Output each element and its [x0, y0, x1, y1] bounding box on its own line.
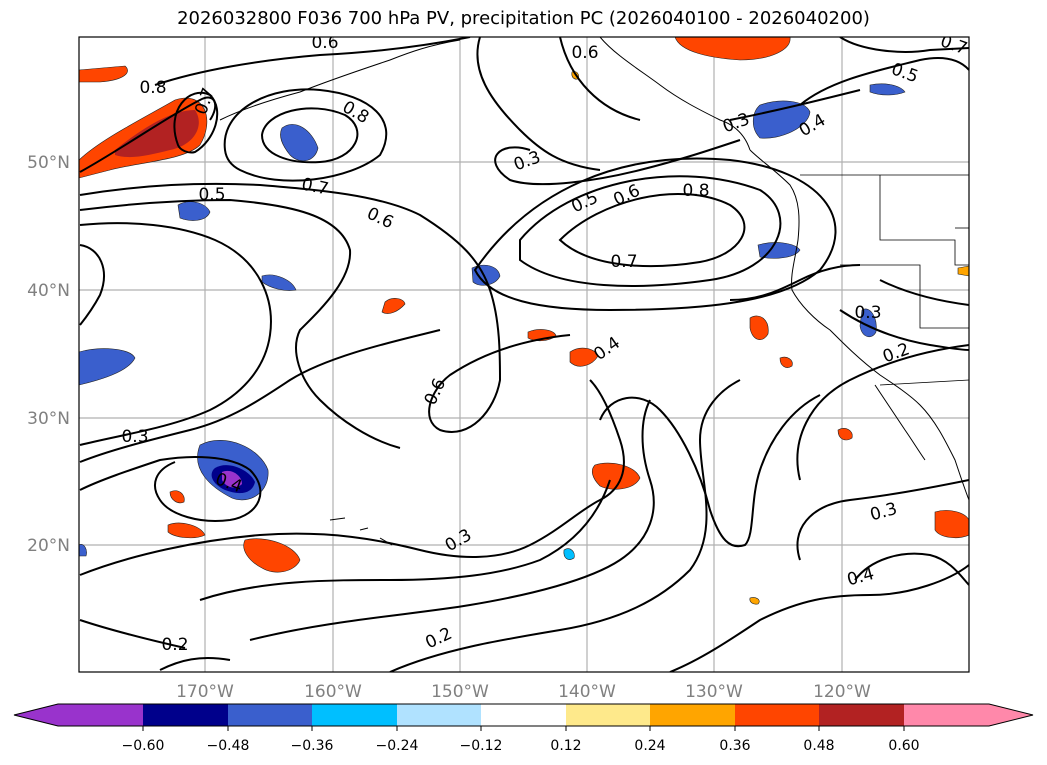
precip-positive-area	[837, 428, 853, 441]
precip-negative-core	[222, 470, 242, 488]
precip-positive-area	[779, 356, 793, 368]
colorbar-tick-label: 0.60	[888, 738, 919, 754]
precip-negative-area	[869, 83, 906, 96]
lon-label: 150°W	[431, 682, 489, 702]
colorbar-segment	[228, 704, 312, 726]
lon-label: 120°W	[813, 682, 871, 702]
gridlines	[79, 37, 969, 672]
colorbar-segment	[481, 704, 566, 726]
contour-label: 0.4	[590, 333, 624, 365]
contour-label: 0.3	[720, 109, 752, 137]
map-frame	[78, 36, 970, 673]
colorbar-tick-label: −0.24	[376, 738, 419, 754]
lat-label: 50°N	[27, 153, 70, 173]
colorbar-outline	[13, 703, 1034, 727]
colorbar-segment	[58, 704, 143, 726]
precip-positive-area	[79, 65, 128, 83]
contour-label: 0.5	[889, 59, 921, 87]
lat-label: 20°N	[27, 536, 70, 556]
colorbar-tick-label: 0.36	[719, 738, 750, 754]
precip-positive-area	[381, 298, 406, 314]
precip-negative-area	[563, 548, 575, 560]
colorbar-segment	[904, 704, 989, 726]
colorbar-tick-label: −0.36	[291, 738, 334, 754]
colorbar-tick-label: 0.12	[550, 738, 581, 754]
contour-label: 0.8	[682, 181, 709, 201]
colorbar-segment	[143, 704, 228, 726]
lat-label: 30°N	[27, 409, 70, 429]
colorbar-tick-label: −0.12	[460, 738, 503, 754]
colorbar-low-extend	[14, 704, 58, 726]
precip-positive-area	[169, 490, 185, 504]
colorbar-segment	[312, 704, 397, 726]
contour-label: 0.2	[161, 635, 188, 655]
precip-negative-area	[471, 264, 501, 286]
precip-positive-area	[243, 538, 301, 573]
colorbar-segment	[735, 704, 819, 726]
precip-negative-area	[280, 124, 319, 162]
colorbar-segment	[650, 704, 735, 726]
precip-negative-area	[752, 100, 811, 139]
precip-anomaly-fills	[79, 37, 969, 605]
political-borders	[800, 174, 969, 386]
contour-label: 0.3	[442, 525, 475, 556]
contour-label: 0.3	[868, 499, 899, 525]
colorbar-tick-label: 0.24	[634, 738, 665, 754]
longitude-labels: 170°W 160°W 150°W 140°W 130°W 120°W	[176, 682, 871, 702]
precip-positive-area	[749, 315, 769, 340]
contour-label: 0.7	[300, 175, 331, 200]
precip-negative-area	[79, 348, 136, 386]
precip-positive-area	[674, 37, 791, 61]
coastlines	[219, 37, 969, 546]
precip-positive-area	[167, 522, 206, 539]
contour-label: 0.7	[938, 31, 970, 59]
precip-negative-area	[79, 544, 87, 557]
contour-label: 0.8	[339, 97, 372, 128]
contour-label: 0.6	[311, 33, 338, 53]
contour-label: 0.5	[568, 188, 601, 218]
contour-label: 0.6	[571, 43, 598, 63]
precip-positive-area	[591, 462, 641, 490]
precip-positive-area	[934, 510, 969, 539]
lat-label: 40°N	[27, 281, 70, 301]
lon-label: 160°W	[304, 682, 362, 702]
contour-label: 0.6	[364, 204, 397, 234]
contour-label: 0.6	[421, 375, 451, 408]
contour-label: 0.7	[191, 85, 219, 117]
colorbar-segment	[566, 704, 650, 726]
colorbar-ticks	[142, 726, 905, 731]
colorbar-segment	[819, 704, 904, 726]
contour-label: 0.3	[854, 303, 881, 323]
contour-label: 0.4	[845, 564, 876, 590]
colorbar: −0.60 −0.48 −0.36 −0.24 −0.12 0.12 0.24 …	[13, 703, 1034, 754]
colorbar-segment	[397, 704, 481, 726]
precip-positive-area	[957, 265, 969, 277]
contour-label: 0.3	[511, 147, 543, 175]
contour-label: 0.8	[139, 78, 166, 98]
contour-label: 0.5	[198, 185, 225, 205]
precip-negative-area	[859, 308, 877, 338]
precip-positive-area	[569, 347, 599, 367]
lon-label: 170°W	[176, 682, 234, 702]
contour-label: 0.7	[610, 252, 637, 272]
contour-label: 0.2	[880, 339, 912, 367]
latitude-labels: 50°N 40°N 30°N 20°N	[27, 153, 70, 556]
precip-negative-area	[261, 274, 297, 291]
colorbar-tick-label: −0.48	[207, 738, 250, 754]
lon-label: 130°W	[685, 682, 743, 702]
pv-contours	[79, 37, 969, 672]
colorbar-tick-label: −0.60	[122, 738, 165, 754]
contour-label: 0.3	[121, 427, 148, 447]
lon-label: 140°W	[558, 682, 616, 702]
contour-label: 0.2	[422, 624, 455, 654]
precip-positive-area	[749, 597, 760, 605]
colorbar-high-extend	[989, 704, 1033, 726]
map-title: 2026032800 F036 700 hPa PV, precipitatio…	[177, 8, 870, 29]
colorbar-tick-label: 0.48	[803, 738, 834, 754]
precip-negative-area	[177, 201, 211, 221]
